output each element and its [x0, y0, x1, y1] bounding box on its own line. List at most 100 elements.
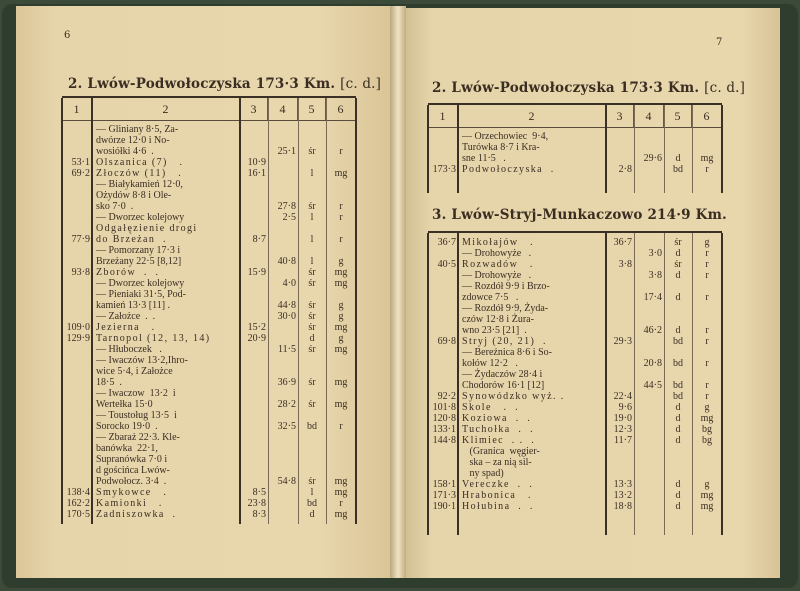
place-name-line: Skole . .: [462, 402, 520, 413]
place-cell: — Zbaraż 22·3. Kle-banówka 22·1, Supranów…: [92, 432, 240, 487]
branch-distance-cell: [634, 424, 664, 435]
cell-value: d: [675, 424, 681, 435]
branch-distance-cell: 25·1: [268, 124, 298, 157]
column-header-1: 1: [62, 98, 92, 120]
terrain-cell: r: [692, 164, 722, 175]
cell-value: mg: [334, 509, 348, 520]
terrain-cell: r: [692, 259, 722, 270]
place-name-line: Zborów . .: [96, 267, 160, 278]
cell-value: 120·8: [432, 413, 456, 424]
road-quality-cell: d: [664, 435, 692, 446]
cell-value: l: [310, 212, 314, 223]
cell-value: mg: [334, 322, 348, 333]
section-title-right: 2. Lwów-Podwołoczyska 173·3 Km. [c. d.]: [432, 80, 745, 96]
road-quality-cell: bd: [298, 410, 326, 432]
cell-value: 27·8: [277, 201, 296, 212]
place-cell: Złoczów (11) .: [92, 168, 240, 179]
branch-distance-cell: 17·4: [634, 281, 664, 303]
branch-distance-cell: 4·0: [268, 278, 298, 289]
branch-distance-cell: [634, 336, 664, 347]
place-name-line: — Toustoług 13·5 i: [96, 410, 177, 421]
place-cell: — Pomorzany 17·3 i Brzeżany 22·5 [8,12]: [92, 245, 240, 267]
column-rule: [721, 105, 723, 193]
cell-value: mg: [334, 399, 348, 410]
km-cell: 173·3: [428, 164, 458, 175]
km-cell: [428, 131, 458, 164]
terrain-cell: [692, 446, 722, 479]
cell-value: śr: [308, 344, 316, 355]
cell-value: 8·3: [252, 509, 266, 520]
distance-cell: 10·9: [240, 157, 268, 168]
km-cell: [62, 278, 92, 289]
place-cell: Odgałęzienie drogi do Brzeżan .: [92, 223, 240, 245]
cell-value: 4·0: [282, 278, 296, 289]
place-name-line: — Dworzec kolejowy: [96, 278, 185, 289]
table-body: 36·7 Mikołajów . 36·7 śr g — Drohowyże . 3·0 d r…: [428, 233, 722, 535]
km-cell: 120·8: [428, 413, 458, 424]
branch-distance-cell: 2·5: [268, 212, 298, 223]
cell-value: 40·5: [437, 259, 456, 270]
road-quality-cell: d: [664, 248, 692, 259]
table-body: — Orzechowiec 9·4, Turówka 8·7 i Kra-sne …: [428, 131, 722, 193]
column-rule: [427, 105, 429, 193]
table-row: — Rozdół 9·9 i Brzo-zdowce 7·5 . 17·4 d r: [428, 281, 722, 303]
road-quality-cell: d: [664, 424, 692, 435]
road-quality-cell: d: [664, 281, 692, 303]
km-cell: 69·2: [62, 168, 92, 179]
road-quality-cell: d: [664, 303, 692, 336]
cell-value: mg: [700, 413, 714, 424]
table-row: 171·3 Hrabonica . 13·2 d mg: [428, 490, 722, 501]
cell-value: d: [309, 509, 315, 520]
km-cell: 171·3: [428, 490, 458, 501]
cell-value: 2·5: [282, 212, 296, 223]
distance-cell: 20·9: [240, 333, 268, 344]
branch-distance-cell: 36·9: [268, 355, 298, 388]
place-name-line: — Rozdół 9·9, Żyda-: [462, 303, 549, 314]
km-cell: [428, 347, 458, 369]
distance-cell: 12·3: [606, 424, 634, 435]
distance-cell: 23·8: [240, 498, 268, 509]
place-name-line: zdowce 7·5 .: [462, 292, 519, 303]
column-rule: [326, 98, 327, 524]
road-quality-cell: bd: [664, 164, 692, 175]
cell-value: l: [310, 234, 314, 245]
cell-value: 8·7: [252, 234, 266, 245]
place-name-line: Wertełka 15·0: [96, 399, 153, 410]
place-name-line: — Pomorzany 17·3 i: [96, 245, 181, 256]
km-cell: [62, 245, 92, 267]
cell-value: 22·4: [613, 391, 632, 402]
cell-value: 36·7: [613, 237, 632, 248]
distance-cell: [240, 245, 268, 267]
cell-value: bd: [307, 498, 317, 509]
place-name-line: sko 7·0 .: [96, 201, 134, 212]
branch-distance-cell: 40·8: [268, 245, 298, 267]
cell-value: d: [675, 490, 681, 501]
terrain-cell: bg: [692, 424, 722, 435]
km-cell: 158·1: [428, 479, 458, 490]
table-row: 40·5 Rozwadów . 3·8 śr r: [428, 259, 722, 270]
cell-value: 92·2: [437, 391, 456, 402]
place-cell: Mikołajów .: [458, 237, 606, 248]
cell-value: r: [339, 201, 343, 212]
branch-distance-cell: 3·8: [634, 270, 664, 281]
place-cell: — Założce . .: [92, 311, 240, 322]
distance-cell: 13·2: [606, 490, 634, 501]
place-name-line: ska – za nią sil-: [462, 457, 532, 468]
place-name-line: Odgałęzienie drogi: [96, 223, 198, 234]
km-cell: [428, 248, 458, 259]
place-name-line: — Bereźnica 8·6 i So-: [462, 347, 552, 358]
column-header-1: 1: [428, 105, 458, 127]
table-row: — Dworzec kolejowy 2·5 l r: [62, 212, 356, 223]
branch-distance-cell: [634, 164, 664, 175]
cell-value: r: [339, 498, 343, 509]
distance-cell: 11·7: [606, 435, 634, 446]
cell-value: bd: [673, 336, 683, 347]
place-name-line: banówka 22·1,: [96, 443, 158, 454]
cell-value: 13·2: [613, 490, 632, 501]
place-name-line: czów 12·8 i Żura-: [462, 314, 534, 325]
table-row: 92·2 Synowódzko wyż. . 22·4 bd r: [428, 391, 722, 402]
section-title-left: 2. Lwów-Podwołoczyska 173·3 Km. [c. d.]: [68, 76, 381, 92]
km-cell: 77·9: [62, 223, 92, 245]
road-quality-cell: bd: [664, 369, 692, 391]
